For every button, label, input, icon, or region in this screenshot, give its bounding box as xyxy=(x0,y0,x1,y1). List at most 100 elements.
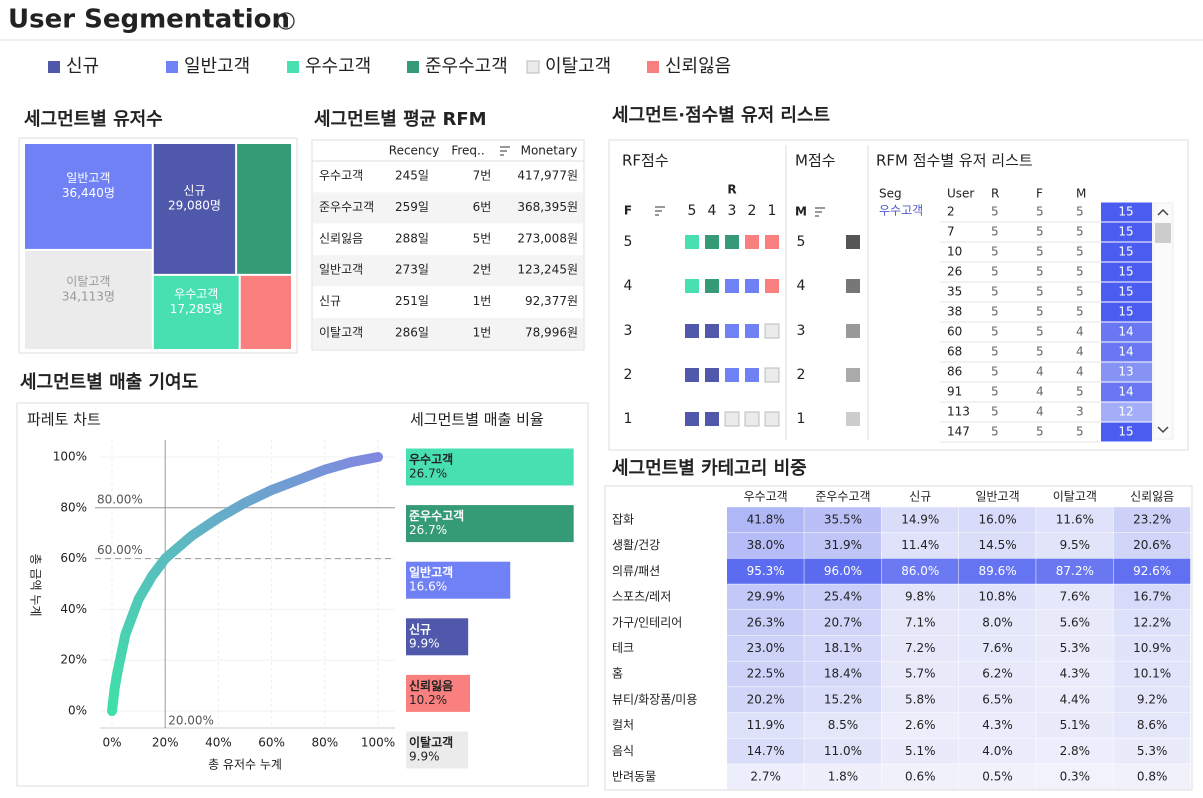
scrollbar[interactable] xyxy=(1152,202,1174,440)
heat-cell xyxy=(727,558,804,584)
heat-cell xyxy=(1113,532,1191,559)
panel xyxy=(18,137,298,354)
row-label: 우수고객 xyxy=(319,169,363,183)
table-cell: 5 xyxy=(1076,425,1084,439)
y-tick-label: 100% xyxy=(53,450,87,464)
rf-cell xyxy=(765,279,779,293)
cell-value: 11.4% xyxy=(901,538,939,552)
rf-cell xyxy=(725,368,739,382)
table-cell: 286일 xyxy=(395,326,429,340)
legend-label: 준우수고객 xyxy=(425,56,508,77)
cell-value: 92.6% xyxy=(1133,564,1171,578)
score-value: 14 xyxy=(1118,325,1133,339)
legend-swatch xyxy=(48,61,60,73)
f-score: 4 xyxy=(624,278,633,294)
column-header: F xyxy=(1036,187,1043,201)
heat-cell xyxy=(727,764,804,790)
heat-cell xyxy=(804,532,882,559)
score-cell xyxy=(1101,302,1152,322)
column-header: M xyxy=(1076,187,1086,201)
heat-cell xyxy=(958,635,1036,661)
table-cell: 5 xyxy=(1076,265,1084,279)
legend-label: 이탈고객 xyxy=(545,56,611,77)
heat-cell xyxy=(804,738,882,764)
heat-cell xyxy=(804,584,882,610)
cell-value: 96.0% xyxy=(824,564,862,578)
panel xyxy=(311,139,585,351)
bar-label: 준우수고객 xyxy=(409,509,464,523)
bar-label: 신뢰잃음 xyxy=(409,678,453,693)
cell-value: 29.9% xyxy=(747,590,785,604)
cell-value: 18.1% xyxy=(824,641,862,655)
heat-cell xyxy=(1036,532,1113,559)
cell-value: 87.2% xyxy=(1056,564,1094,578)
legend-swatch xyxy=(407,61,419,73)
y-tick-label: 20% xyxy=(60,653,87,667)
table-cell: 368,395원 xyxy=(517,200,578,214)
heat-cell xyxy=(804,687,882,713)
heat-cell xyxy=(727,532,804,559)
section-title: 세그먼트별 유저수 xyxy=(24,109,163,130)
section-title: 세그먼트별 카테고리 비중 xyxy=(612,458,807,479)
r-score: 4 xyxy=(708,203,717,219)
m-cell xyxy=(846,279,860,293)
info-icon[interactable] xyxy=(277,12,295,30)
score-value: 15 xyxy=(1118,425,1133,439)
score-cell xyxy=(1101,202,1152,222)
score-cell xyxy=(1101,262,1152,282)
row-label: 의류/패션 xyxy=(612,564,660,578)
cell-value: 4.4% xyxy=(1060,692,1091,706)
bar-value: 10.2% xyxy=(409,693,447,707)
cell-value: 23.0% xyxy=(747,641,785,655)
cell-value: 14.7% xyxy=(747,744,785,758)
cell-value: 8.5% xyxy=(828,718,859,732)
heat-cell xyxy=(1036,738,1113,764)
score-value: 15 xyxy=(1118,245,1133,259)
table-cell: 245일 xyxy=(395,169,429,183)
cell-value: 10.8% xyxy=(978,590,1016,604)
table-cell: 147 xyxy=(947,425,970,439)
column-header: Seg xyxy=(879,187,902,201)
table-cell: 35 xyxy=(947,285,962,299)
cell-value: 25.4% xyxy=(824,590,862,604)
heat-cell xyxy=(958,712,1036,738)
rf-cell xyxy=(765,235,779,249)
heat-cell xyxy=(958,687,1036,713)
rf-cell xyxy=(764,411,780,427)
column-header: 우수고객 xyxy=(744,490,788,504)
table-cell: 1번 xyxy=(473,326,492,340)
sub-title: RFM 점수별 유저 리스트 xyxy=(876,152,1033,170)
x-tick-label: 40% xyxy=(205,736,232,750)
heat-cell xyxy=(804,558,882,584)
cell-value: 26.3% xyxy=(747,615,785,629)
axis-label: R xyxy=(727,183,736,197)
table-cell: 5 xyxy=(1076,205,1084,219)
table-cell: 86 xyxy=(947,365,962,379)
treemap-tile xyxy=(153,144,236,274)
table-cell: 4 xyxy=(1076,345,1084,359)
heat-cell xyxy=(1036,687,1113,713)
sort-icon[interactable] xyxy=(500,146,825,217)
heat-cell xyxy=(881,687,959,713)
section-title: 세그먼트·점수별 유저 리스트 xyxy=(612,105,830,126)
r-score: 3 xyxy=(728,203,737,219)
axis-label: F xyxy=(624,204,632,218)
cell-value: 16.0% xyxy=(978,513,1016,527)
cell-value: 0.6% xyxy=(905,770,936,784)
panel xyxy=(608,139,1189,451)
bar-value: 16.6% xyxy=(409,580,447,594)
legend-label: 일반고객 xyxy=(184,56,250,77)
tile-label: 우수고객 xyxy=(174,287,218,301)
cell-value: 38.0% xyxy=(747,538,785,552)
legend-label: 우수고객 xyxy=(305,56,371,77)
cell-value: 20.6% xyxy=(1133,538,1171,552)
panel xyxy=(16,402,589,787)
table-cell: 2번 xyxy=(473,263,492,277)
cell-value: 2.6% xyxy=(905,718,936,732)
table-cell: 123,245원 xyxy=(517,263,578,277)
bar xyxy=(406,731,469,769)
sub-title: RF점수 xyxy=(622,152,669,170)
table-cell: 4 xyxy=(1076,365,1084,379)
x-tick-label: 60% xyxy=(258,736,285,750)
score-cell xyxy=(1101,322,1152,342)
